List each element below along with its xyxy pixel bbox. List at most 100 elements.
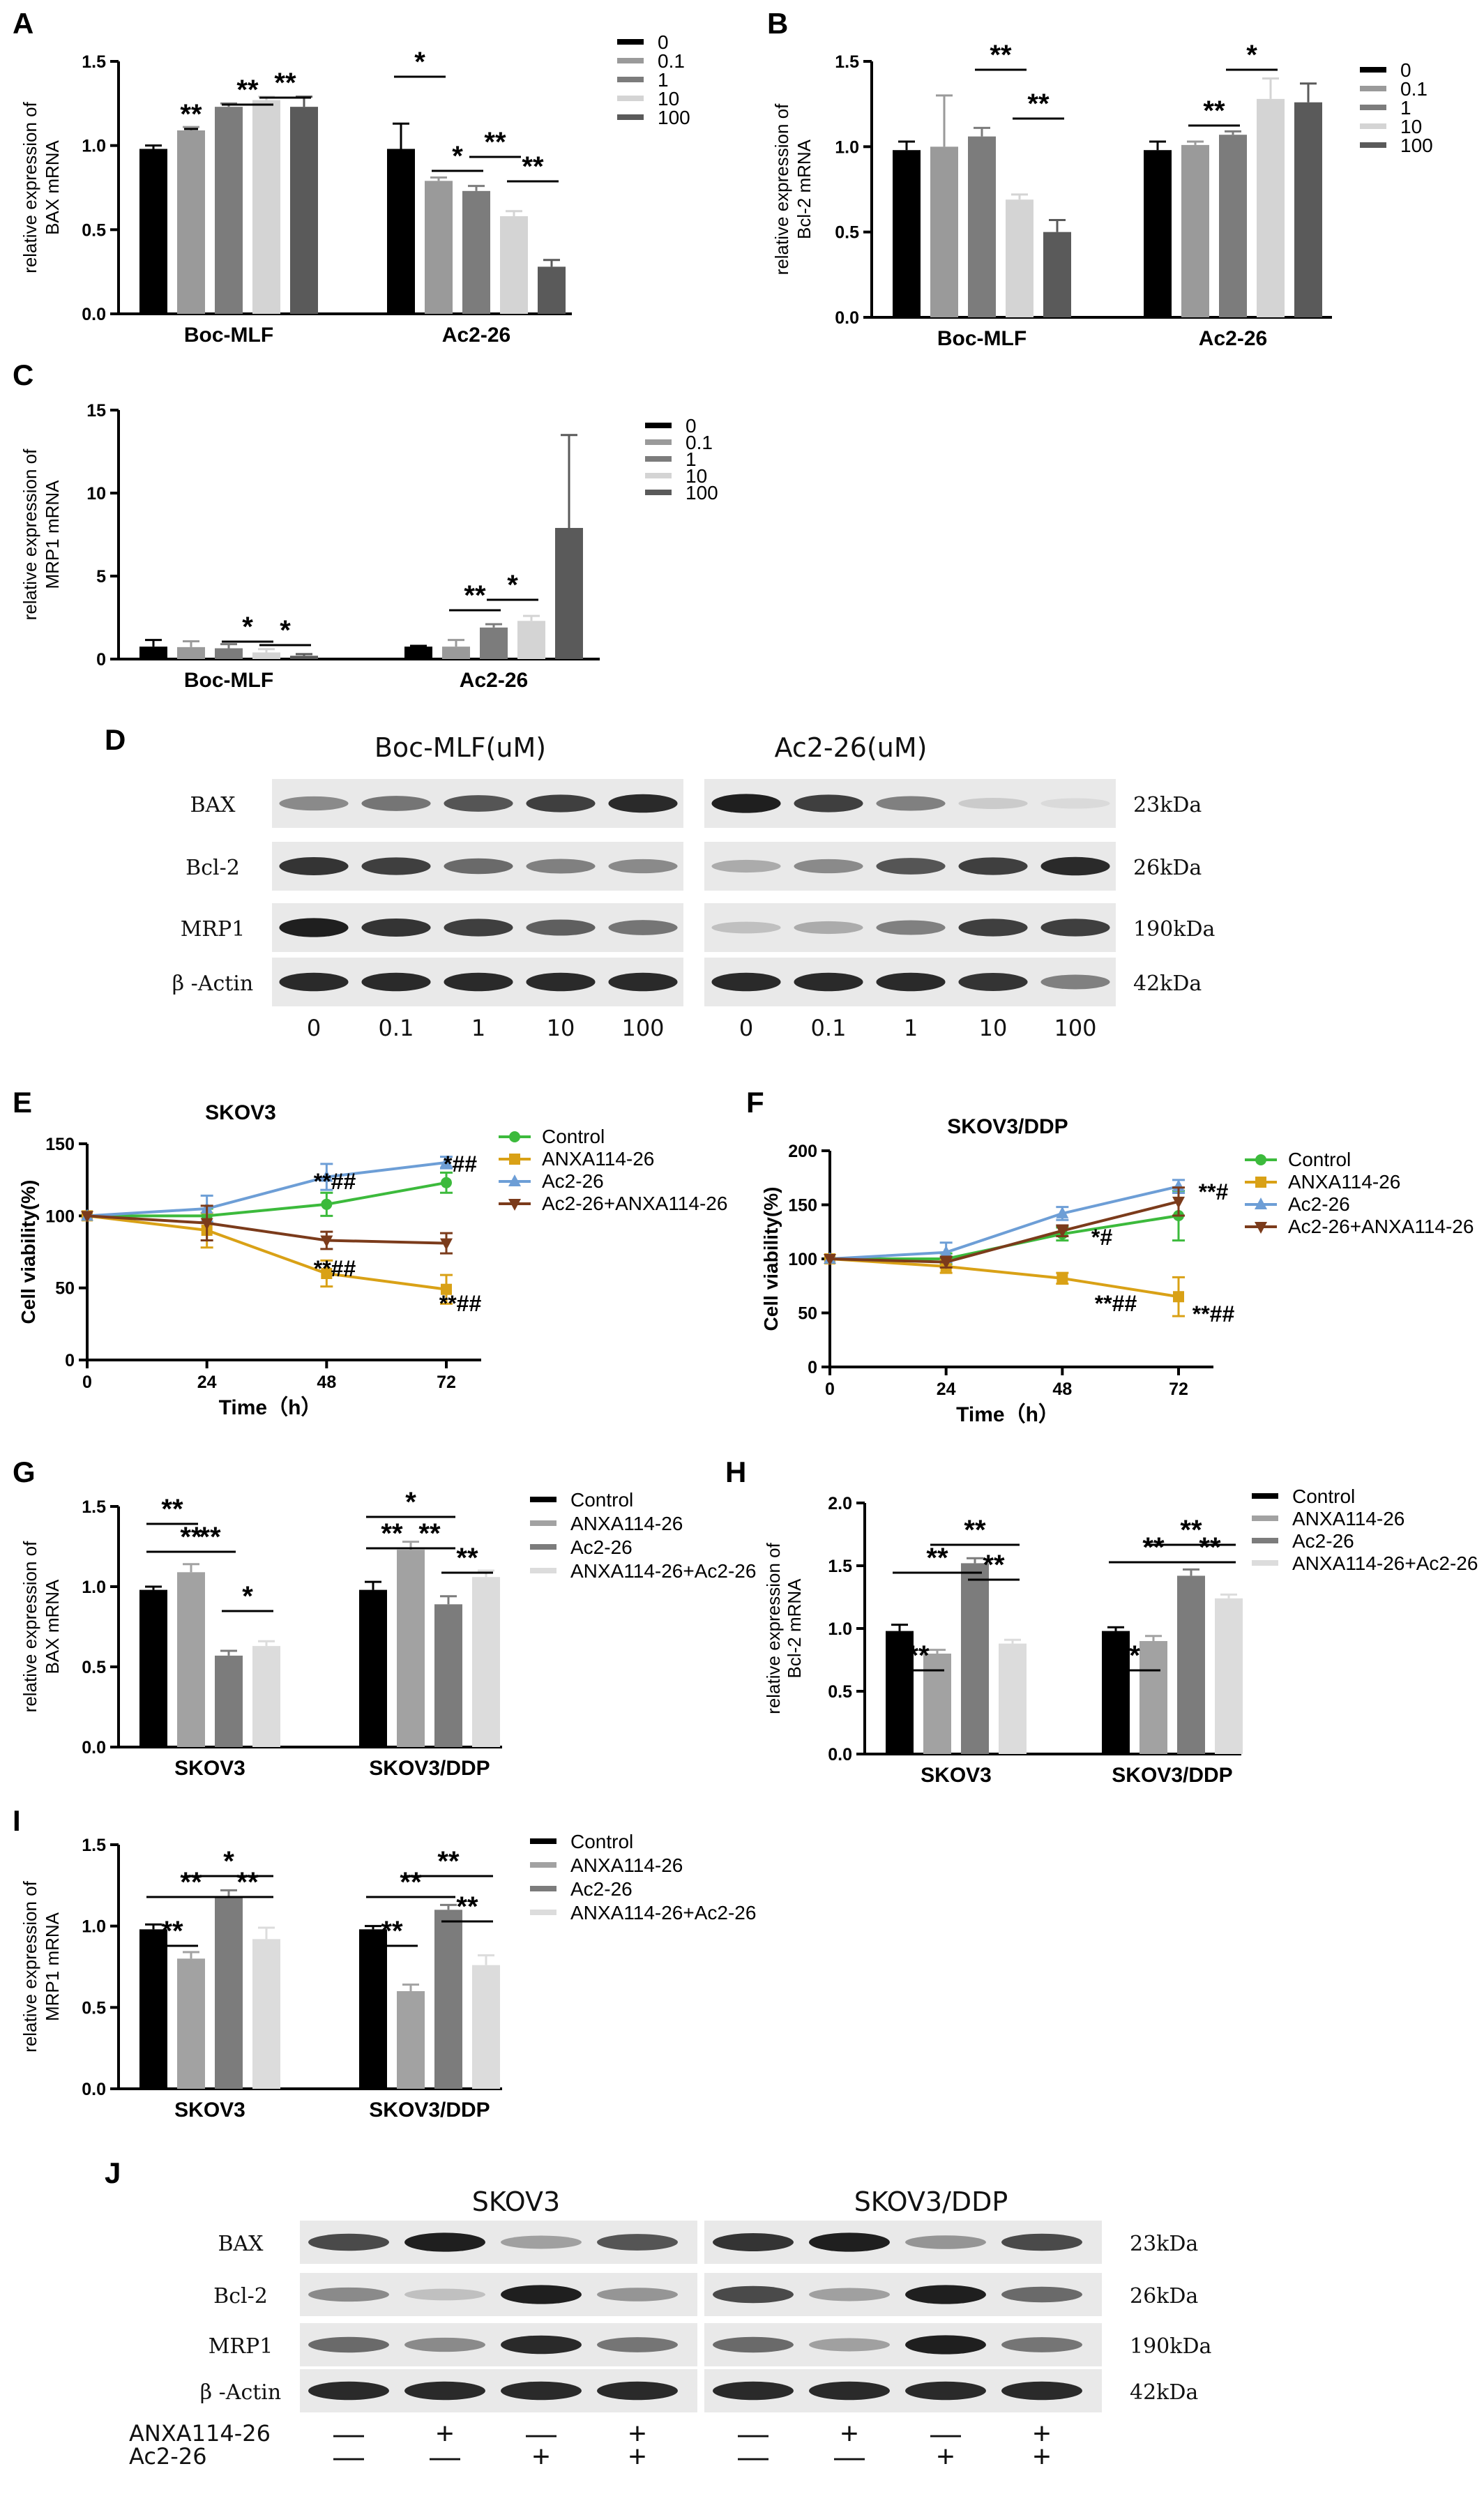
- bar: [886, 1631, 914, 1754]
- significance-label: **: [180, 99, 202, 130]
- blot-band: [1001, 2337, 1082, 2352]
- blot-band: [444, 972, 513, 992]
- bar: [462, 190, 490, 314]
- blot-band: [404, 2381, 485, 2401]
- blot-band: [279, 918, 349, 937]
- blot-band: [361, 919, 431, 937]
- panel-letter-j: J: [105, 2156, 121, 2189]
- blot-band: [361, 796, 431, 811]
- significance-label: **##: [1095, 1291, 1137, 1316]
- line-marker: [320, 1170, 333, 1182]
- significance-label: *: [280, 615, 291, 646]
- blot-row-label: Bcl-2: [186, 856, 240, 880]
- bar: [434, 1604, 462, 1747]
- blot-band: [608, 920, 678, 935]
- bar: [139, 149, 167, 314]
- blot-band: [501, 2335, 582, 2355]
- significance-label: *: [452, 141, 463, 172]
- blot-treatment-sign: —: [526, 2417, 556, 2451]
- panel-letter-h: H: [725, 1456, 746, 1488]
- panel-letter-i: I: [13, 1804, 21, 1837]
- significance-label: **##: [314, 1256, 356, 1281]
- y-tick-label: 0.0: [835, 308, 859, 328]
- blot-band: [279, 857, 349, 875]
- bar: [893, 150, 921, 317]
- significance-label: **: [456, 1891, 478, 1922]
- line-marker: [321, 1198, 333, 1210]
- y-tick-label: 0: [96, 650, 106, 670]
- significance-label: **: [983, 1550, 1005, 1580]
- panel-letter-b: B: [767, 7, 788, 40]
- blot-kda-label: 23kDa: [1130, 2232, 1198, 2256]
- line-marker: [1255, 1177, 1266, 1188]
- blot-band: [608, 794, 678, 813]
- blot-treatment-sign: —: [738, 2417, 768, 2451]
- significance-label: **: [464, 580, 486, 611]
- significance-label: **: [236, 1867, 259, 1898]
- blot-band: [1001, 2233, 1082, 2251]
- significance-label: **: [990, 40, 1012, 70]
- y-tick-label: 0: [808, 1358, 817, 1377]
- chart-title: SKOV3/DDP: [947, 1115, 1068, 1138]
- blot-band: [1040, 856, 1110, 876]
- blot-band: [713, 2381, 794, 2401]
- blot-band: [308, 2336, 389, 2353]
- y-tick-label: 1.5: [835, 52, 859, 72]
- chart-e: 0 50 100 150 0 24 48 72 SKOV3 Time（h） Cell viabili…: [17, 1101, 727, 1419]
- x-axis-label: Time（h）: [219, 1396, 322, 1419]
- significance-label: *: [242, 1581, 253, 1612]
- significance-label: **: [964, 1515, 986, 1545]
- blot-row-label: β -Actin: [200, 2380, 281, 2405]
- bar: [968, 136, 996, 318]
- significance-label: *: [1246, 40, 1257, 70]
- bar: [252, 652, 280, 659]
- blot-band: [876, 858, 946, 875]
- series-line: [86, 1161, 447, 1218]
- blot-band: [361, 857, 431, 875]
- line-marker: [1173, 1291, 1184, 1303]
- blot-kda-label: 23kDa: [1133, 793, 1202, 817]
- blot-row-label: MRP1: [181, 917, 245, 942]
- line-marker: [1255, 1197, 1267, 1209]
- significance-label: **: [484, 127, 506, 158]
- y-tick-label: 0.5: [82, 1658, 106, 1677]
- bar: [215, 648, 243, 659]
- category-label: Ac2-26: [442, 324, 510, 347]
- line-marker: [1056, 1206, 1069, 1218]
- y-tick-label: 1.5: [828, 1557, 852, 1576]
- legend-label: 0.1: [686, 432, 713, 453]
- bar: [1215, 1598, 1243, 1754]
- blot-band: [809, 2288, 890, 2302]
- blot-band: [526, 972, 596, 992]
- line-marker: [441, 1283, 452, 1295]
- blot-lane-label: 10: [547, 1015, 575, 1041]
- series-line: [829, 1200, 1179, 1264]
- legend-label: Ac2-26: [570, 1536, 633, 1558]
- blot-group-title: Ac2-26(uM): [775, 732, 927, 763]
- blot-band: [905, 2335, 986, 2355]
- blot-lane-label: 10: [979, 1015, 1008, 1041]
- bar: [290, 107, 318, 314]
- y-tick-label: 0.5: [82, 1998, 106, 2018]
- significance-label: **: [1199, 1532, 1221, 1563]
- series-line: [830, 1214, 1179, 1260]
- legend-label: 0.1: [658, 50, 685, 72]
- legend-label: Ac2-26+ANXA114-26: [542, 1193, 727, 1214]
- blot-band: [597, 2288, 678, 2302]
- blot-band: [876, 920, 946, 935]
- significance-label: *#: [1091, 1225, 1112, 1250]
- blot-treatment-sign: +: [436, 2417, 454, 2451]
- y-tick-label: 1.5: [82, 52, 106, 72]
- x-tick-label: 24: [937, 1380, 956, 1399]
- blot-band: [279, 972, 349, 992]
- panel-letter-c: C: [13, 358, 33, 391]
- bar: [177, 647, 205, 659]
- legend-label: Control: [1288, 1149, 1351, 1170]
- blot-band: [1040, 919, 1110, 937]
- y-tick-label: 0.5: [835, 223, 859, 243]
- bar: [1102, 1631, 1130, 1754]
- panel-letter-e: E: [13, 1086, 32, 1119]
